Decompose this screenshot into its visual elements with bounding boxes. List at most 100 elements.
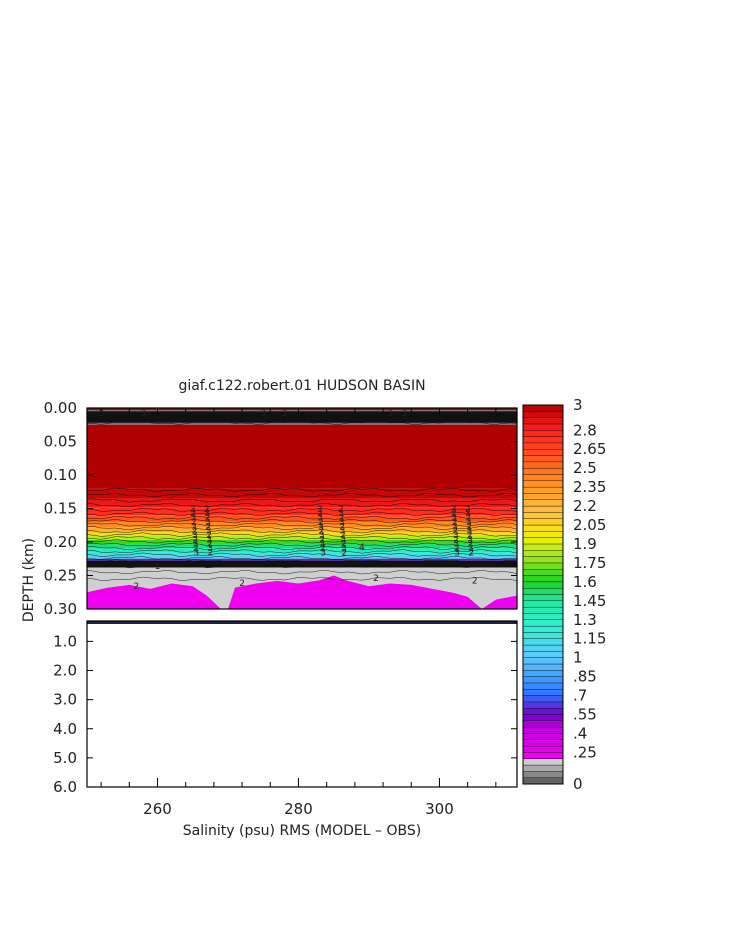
lower-y-ticks: 1.0 2.0 3.0 4.0 5.0 6.0: [53, 632, 517, 796]
colorbar-band: [522, 663, 564, 671]
contour-label: 2: [341, 548, 347, 558]
colorbar-band: [522, 556, 564, 564]
colorbar-label: 2.35: [573, 478, 606, 496]
contour-label: 2: [341, 540, 347, 550]
colorbar-band: [522, 524, 564, 532]
colorbar-band: [522, 670, 564, 677]
lower-panel-background: [87, 621, 517, 787]
contour-label: 3: [317, 514, 323, 524]
field-gradient-band-4: [87, 521, 517, 528]
colorbar-band: [522, 449, 564, 456]
contour-line-9: [86, 519, 518, 524]
colorbar: 32.82.652.52.352.22.051.91.751.61.451.31…: [522, 396, 606, 793]
contour-line-11: [86, 525, 518, 531]
upper-y-ticks: 0.00 0.05 0.10 0.15 0.20 0.25 0.30: [44, 399, 517, 618]
contour-label: 3: [451, 514, 457, 524]
chart-title: giaf.c122.robert.01 HUDSON BASIN: [178, 378, 425, 394]
colorbar-band: [522, 764, 564, 772]
contour-label: 3: [467, 535, 473, 545]
contour-label: 3: [205, 518, 211, 528]
contour-line-17: [86, 546, 518, 551]
contour-label: 3: [465, 509, 471, 519]
y-tick-label: 0.30: [44, 600, 77, 618]
contour-label: 2: [320, 544, 326, 554]
colorbar-band: [522, 720, 564, 728]
contour-line-5: [86, 503, 518, 508]
colorbar-label: .4: [573, 724, 587, 742]
x-tick-label: 260: [143, 800, 172, 818]
colorbar-band: [522, 430, 564, 437]
colorbar-label: 1.9: [573, 535, 597, 553]
contour-label: 3: [468, 544, 474, 554]
contour-label: 3: [190, 505, 196, 515]
colorbar-band: [522, 562, 564, 570]
contour-label: 3: [207, 544, 213, 554]
colorbar-band: [522, 714, 564, 722]
contour-label: 2: [204, 505, 210, 515]
x-tick-label: 280: [284, 800, 313, 818]
colorbar-band: [522, 455, 564, 463]
contour-label: 4: [359, 543, 365, 553]
colorbar-band: [522, 512, 564, 519]
colorbar-label: 2.2: [573, 497, 597, 515]
contour-label: 3: [341, 544, 347, 554]
contour-thick-surface: [87, 411, 517, 423]
field-gradient-band-6: [87, 531, 517, 536]
contour-label: 3: [193, 548, 199, 558]
contour-label: 2: [339, 522, 345, 532]
field-gradient-band-5: [87, 527, 517, 532]
y-tick-label: 6.0: [53, 778, 77, 796]
contour-label: 3: [339, 518, 345, 528]
contour-line-10: [86, 522, 518, 527]
colorbar-band: [522, 537, 564, 545]
upper-contour-labels: 3232323232323232323232323232323232323232…: [98, 409, 477, 592]
colorbar-band: [522, 467, 564, 475]
contour-label: 3: [340, 535, 346, 545]
lower-panel: 1.0 2.0 3.0 4.0 5.0 6.0 260 280 300: [53, 408, 518, 818]
contour-label: 3: [260, 409, 266, 419]
contour-label: 2: [468, 548, 474, 558]
contour-label: 3: [338, 509, 344, 519]
colorbar-band: [522, 619, 564, 627]
colorbar-band: [522, 518, 564, 526]
colorbar-band: [522, 689, 564, 696]
colorbar-label: 0: [573, 775, 583, 793]
y-tick-label: 4.0: [53, 720, 77, 738]
colorbar-label: 3: [573, 396, 583, 414]
colorbar-band: [522, 588, 564, 595]
colorbar-label: 1.75: [573, 554, 606, 572]
contour-line-4: [86, 498, 518, 503]
field-gradient-band-7: [87, 535, 517, 540]
field-gradient-band-9: [87, 544, 517, 549]
contour-label: 2: [466, 522, 472, 532]
colorbar-band: [522, 745, 564, 753]
contour-line-12: [86, 529, 518, 534]
contour-label: 3: [453, 531, 459, 541]
contour-label: 3: [466, 518, 472, 528]
contour-label: 2: [133, 582, 139, 592]
y-tick-label: 0.05: [44, 433, 77, 451]
contour-label: 2: [319, 527, 325, 537]
colorbar-label: 1.3: [573, 611, 597, 629]
contour-line-13: [86, 532, 518, 537]
colorbar-band: [522, 499, 564, 507]
contour-label: 3: [454, 540, 460, 550]
contour-label: 2: [338, 505, 344, 515]
y-tick-label: 0.20: [44, 533, 77, 551]
field-max-zone: [87, 424, 517, 489]
contour-label: 2: [454, 544, 460, 554]
contour-label: 2: [466, 514, 472, 524]
field-gradient-band-11: [87, 552, 517, 556]
upper-panel: 3232323232323232323232323232323232323232…: [44, 399, 518, 618]
colorbar-label: 1.6: [573, 573, 597, 591]
contour-label: 2: [452, 527, 458, 537]
colorbar-band: [522, 486, 564, 494]
colorbar-band: [522, 531, 564, 538]
contour-label: 3: [319, 531, 325, 541]
contour-line-16: [86, 542, 518, 547]
contour-thick-band: [87, 560, 517, 568]
y-tick-label: 5.0: [53, 749, 77, 767]
contour-label: 2: [465, 505, 471, 515]
field-gradient-band-10: [87, 548, 517, 553]
colorbar-band: [522, 644, 564, 652]
